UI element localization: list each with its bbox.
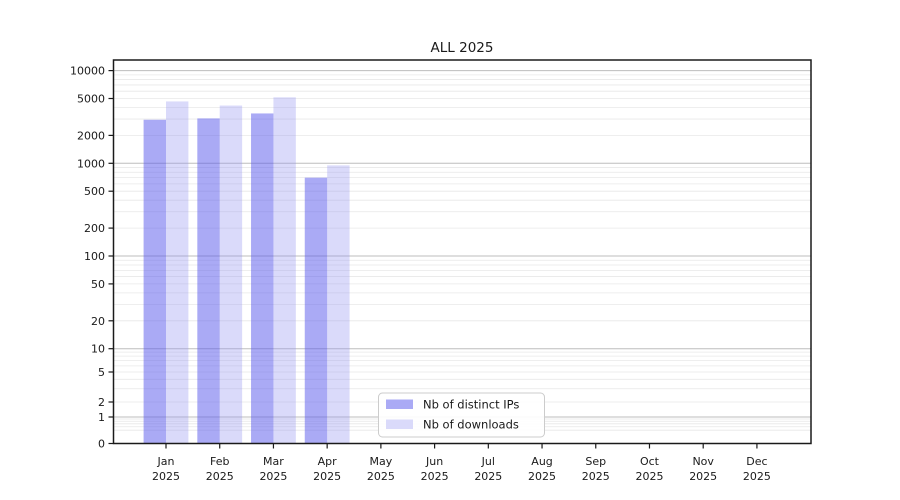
x-tick-label-year: 2025 bbox=[367, 470, 395, 483]
chart-title: ALL 2025 bbox=[431, 40, 494, 56]
x-tick-label-month: Mar bbox=[263, 455, 284, 468]
axis-ticks bbox=[108, 69, 758, 449]
x-tick-label-month: Aug bbox=[531, 455, 552, 468]
y-tick-label: 5 bbox=[98, 366, 105, 379]
bar-downloads-mar bbox=[273, 97, 296, 444]
x-tick-label-month: Sep bbox=[585, 455, 606, 468]
y-tick-label: 1000 bbox=[77, 157, 105, 170]
y-tick-label: 10000 bbox=[70, 65, 105, 78]
x-tick-label-year: 2025 bbox=[528, 470, 556, 483]
y-tick-label: 200 bbox=[84, 222, 105, 235]
minor-gridlines bbox=[113, 74, 811, 431]
x-tick-label-month: Jan bbox=[157, 455, 175, 468]
y-tick-label: 50 bbox=[91, 278, 105, 291]
legend-swatch-downloads bbox=[386, 419, 413, 429]
x-tick-label-month: May bbox=[370, 455, 393, 468]
x-tick-label-month: Oct bbox=[640, 455, 660, 468]
y-tick-label: 100 bbox=[84, 250, 105, 263]
x-tick-label-year: 2025 bbox=[152, 470, 180, 483]
x-tick-label-year: 2025 bbox=[582, 470, 610, 483]
x-tick-label-year: 2025 bbox=[206, 470, 234, 483]
bar-downloads-apr bbox=[327, 165, 350, 444]
x-tick-label-month: Jul bbox=[481, 455, 495, 468]
bar-downloads-feb bbox=[219, 105, 243, 444]
x-tick-label-year: 2025 bbox=[421, 470, 449, 483]
y-tick-label: 20 bbox=[91, 315, 105, 328]
x-tick-label-month: Nov bbox=[692, 455, 714, 468]
y-tick-label: 1 bbox=[98, 411, 105, 424]
x-tick-label-month: Jun bbox=[425, 455, 443, 468]
y-tick-label: 0 bbox=[98, 438, 105, 451]
x-tick-label-year: 2025 bbox=[474, 470, 502, 483]
x-tick-label-month: Feb bbox=[210, 455, 229, 468]
bars-group bbox=[143, 97, 350, 444]
y-tick-label: 2 bbox=[98, 396, 105, 409]
bar-ips-mar bbox=[251, 113, 274, 444]
bar-ips-jan bbox=[143, 119, 166, 444]
x-tick-label-year: 2025 bbox=[743, 470, 771, 483]
legend-box bbox=[378, 392, 545, 438]
bar-ips-apr bbox=[304, 177, 328, 444]
x-tick-label-year: 2025 bbox=[635, 470, 663, 483]
x-tick-label-month: Apr bbox=[318, 455, 338, 468]
x-tick-label-year: 2025 bbox=[689, 470, 717, 483]
x-tick-label-month: Dec bbox=[746, 455, 767, 468]
y-tick-label: 500 bbox=[84, 185, 105, 198]
legend-swatch-distinct-ips bbox=[386, 399, 413, 409]
y-tick-label: 10 bbox=[91, 343, 105, 356]
bar-ips-feb bbox=[197, 118, 220, 444]
legend: Nb of distinct IPs Nb of downloads bbox=[378, 392, 545, 438]
legend-label-downloads: Nb of downloads bbox=[423, 418, 519, 432]
bar-downloads-jan bbox=[166, 101, 189, 444]
x-tick-label-year: 2025 bbox=[259, 470, 287, 483]
y-tick-label: 5000 bbox=[77, 93, 105, 106]
axis-tick-labels: 0 1 2 5 10 20 50 100 200 500 1000 2000 5000 10000 Jan 2… bbox=[70, 65, 771, 483]
x-tick-label-year: 2025 bbox=[313, 470, 341, 483]
y-tick-label: 2000 bbox=[77, 129, 105, 142]
legend-label-distinct-ips: Nb of distinct IPs bbox=[423, 398, 519, 412]
plot-area-border bbox=[112, 59, 812, 445]
